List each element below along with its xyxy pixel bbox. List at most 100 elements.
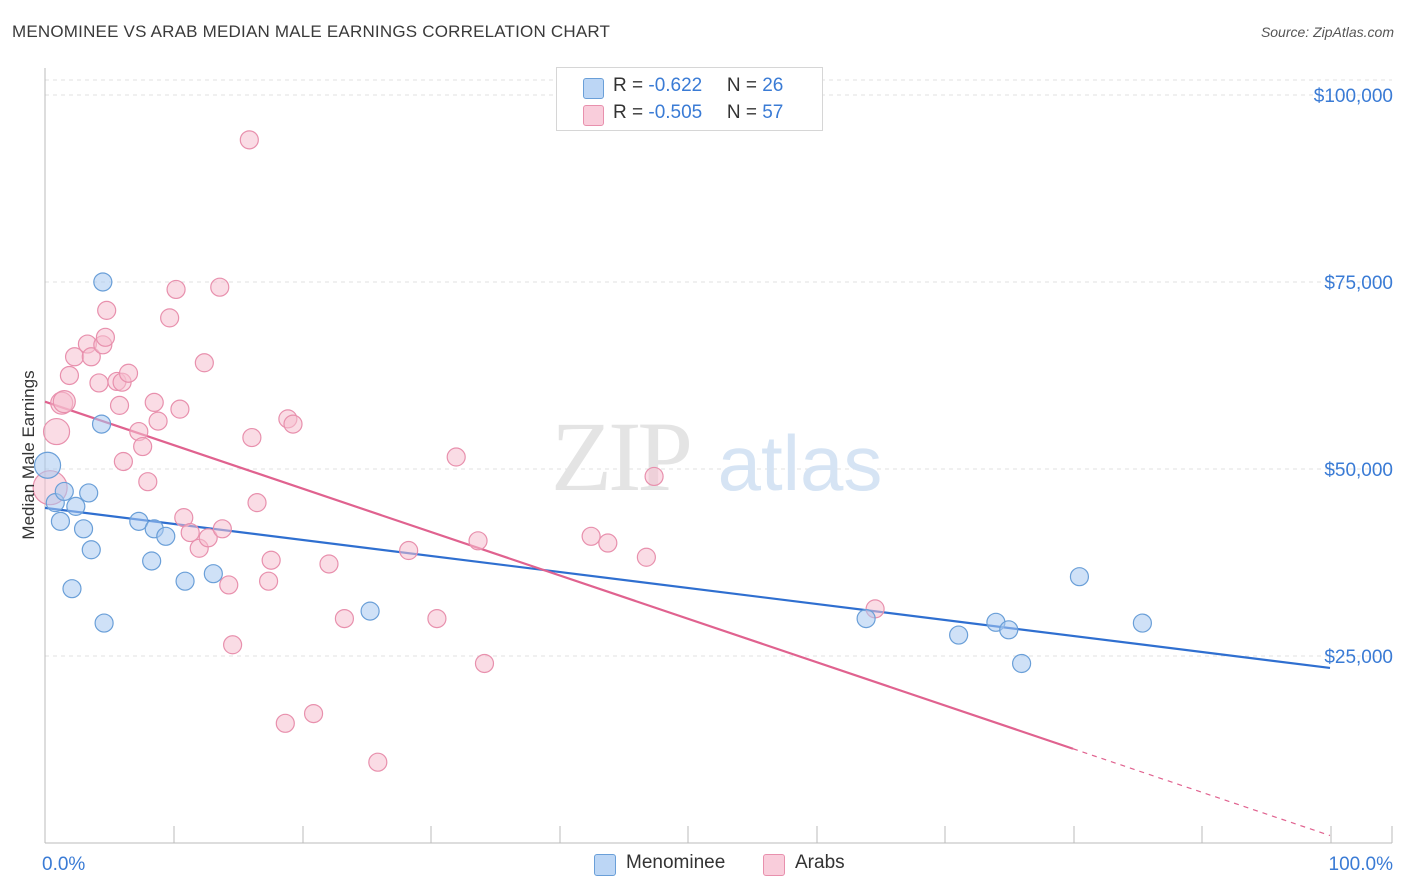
arab-point xyxy=(474,653,495,674)
menominee-point xyxy=(91,414,112,434)
watermark-zip: ZIP xyxy=(551,401,689,512)
menominee-point xyxy=(1011,653,1032,674)
watermark-atlas: atlas xyxy=(718,419,883,507)
y-tick-label: $50,000 xyxy=(1324,460,1393,481)
arab-point xyxy=(581,526,601,546)
n-value: 57 xyxy=(762,102,784,123)
arab-point xyxy=(446,447,466,467)
tick-labels: $25,000 $50,000 $75,000 $100,000 0.0% 100.0% xyxy=(42,86,1393,875)
arab-point xyxy=(219,575,239,595)
arab-point xyxy=(334,608,355,629)
menominee-point xyxy=(142,551,162,571)
menominee-point xyxy=(93,272,113,292)
menominee-legend-label: Menominee xyxy=(626,852,726,873)
arab-point xyxy=(239,130,259,150)
menominee-point xyxy=(73,519,94,539)
menominee-point xyxy=(129,511,149,531)
menominee-legend-swatch xyxy=(594,854,616,876)
arab-point xyxy=(198,528,218,548)
arabs-legend-label: Arabs xyxy=(795,852,845,873)
source-label: Source: ZipAtlas.com xyxy=(1260,24,1394,40)
n-label: N = xyxy=(726,75,763,96)
menominee-point xyxy=(81,540,101,560)
arab-point xyxy=(242,427,262,448)
arab-point xyxy=(319,554,339,574)
arab-point xyxy=(97,300,117,320)
correlation-legend: R = -0.622 N = 26 R = -0.505 N = 57 xyxy=(556,67,823,131)
y-tick-label: $25,000 xyxy=(1324,647,1393,668)
n-label: N = xyxy=(726,102,763,123)
menominee-point xyxy=(1069,567,1090,587)
arab-point xyxy=(275,713,295,733)
arabs-trend-line xyxy=(44,400,1074,750)
arab-point xyxy=(644,466,664,487)
menominee-point xyxy=(175,571,195,591)
menominee-trend-line xyxy=(44,506,1331,670)
arab-point xyxy=(468,531,488,551)
arab-point xyxy=(247,493,267,513)
arab-point xyxy=(598,533,618,553)
menominee-point xyxy=(999,620,1019,640)
r-value: -0.505 xyxy=(648,102,703,123)
arab-point xyxy=(223,635,243,655)
trend-lines xyxy=(44,400,1331,837)
arab-point xyxy=(170,399,190,419)
menominee-point xyxy=(54,481,74,502)
arab-point xyxy=(303,703,324,724)
gridlines xyxy=(45,79,1392,657)
arab-point xyxy=(258,571,279,591)
arab-point xyxy=(399,540,419,561)
arab-point xyxy=(283,414,303,434)
arab-point xyxy=(95,327,115,347)
menominee-point xyxy=(856,608,876,629)
arab-point xyxy=(59,365,80,386)
chart-title: MENOMINEE VS ARAB MEDIAN MALE EARNINGS C… xyxy=(12,22,611,41)
r-label: R = xyxy=(613,75,649,96)
arab-point xyxy=(81,347,101,367)
menominee-point xyxy=(79,483,99,503)
arab-point xyxy=(138,472,158,492)
arab-point xyxy=(118,363,139,383)
arab-point xyxy=(194,353,214,373)
arab-point xyxy=(109,395,130,415)
menominee-point xyxy=(203,564,223,584)
x-tick-label: 0.0% xyxy=(42,854,85,875)
menominee-point xyxy=(949,625,969,645)
menominee-point xyxy=(156,526,176,546)
menominee-point xyxy=(66,496,86,516)
menominee-point xyxy=(1132,613,1152,633)
arab-point xyxy=(261,550,281,570)
arabs-swatch xyxy=(583,105,604,126)
arab-point xyxy=(113,451,133,472)
arab-point xyxy=(166,279,186,300)
arab-point xyxy=(180,522,200,543)
arabs-trend-line-extension xyxy=(1072,748,1331,837)
menominee-point xyxy=(33,451,62,479)
arab-point xyxy=(210,277,230,297)
arab-point xyxy=(636,547,656,567)
menominee-point xyxy=(50,511,71,531)
menominee-point xyxy=(360,601,380,621)
y-axis-label: Median Male Earnings xyxy=(19,370,38,539)
arab-point xyxy=(427,608,447,629)
arab-point xyxy=(42,417,71,446)
r-value: -0.622 xyxy=(648,75,703,96)
n-value: 26 xyxy=(762,75,784,96)
menominee-swatch xyxy=(583,78,604,99)
data-points xyxy=(32,130,1152,772)
menominee-point xyxy=(94,613,114,633)
arab-point xyxy=(133,436,153,457)
menominee-point xyxy=(62,579,82,599)
arab-point xyxy=(160,308,180,328)
arab-point xyxy=(368,752,388,772)
arab-point xyxy=(89,373,109,393)
arabs-legend-swatch xyxy=(763,854,785,876)
arab-point xyxy=(212,519,232,539)
arab-point xyxy=(144,392,164,413)
watermark: ZIP atlas xyxy=(551,401,882,512)
y-tick-label: $100,000 xyxy=(1314,86,1393,107)
y-tick-label: $75,000 xyxy=(1324,273,1393,294)
arab-point xyxy=(52,390,76,414)
x-tick-label: 100.0% xyxy=(1329,854,1394,875)
